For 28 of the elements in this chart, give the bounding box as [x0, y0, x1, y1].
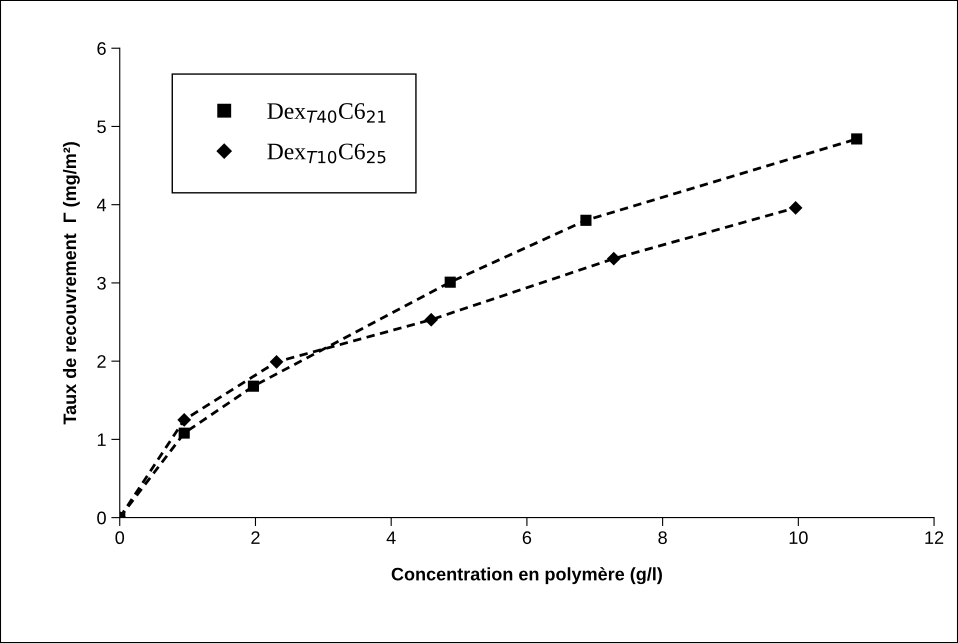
point: [789, 201, 802, 214]
point: [248, 380, 259, 392]
x-tick-label: 12: [925, 531, 944, 544]
y-tick-label: 1: [98, 434, 106, 446]
point: [424, 313, 438, 326]
legend-label: Dex$_{T10}$C6$_{25}$: [267, 144, 386, 164]
point: [178, 428, 190, 439]
y-tick-label: 3: [97, 276, 106, 290]
legend-label: Dex$_{T40}$C6$_{21}$: [267, 103, 386, 123]
x-tick-label: 6: [522, 531, 532, 544]
y-tick-label: 0: [97, 512, 106, 524]
point: [270, 355, 284, 369]
x-tick-label: 4: [386, 531, 396, 544]
y-tick-label: 2: [97, 355, 106, 368]
x-tick-label: 2: [251, 531, 260, 544]
point: [607, 252, 620, 266]
x-axis-title: Concentration en polymère (g/l): [392, 567, 662, 584]
x-tick-label: 10: [790, 531, 808, 544]
point: [444, 276, 456, 288]
y-tick-label: 5: [97, 120, 106, 134]
y-tick-label: 4: [96, 198, 106, 212]
x-tick-label: 8: [658, 531, 667, 544]
point: [580, 214, 592, 226]
x-tick-label: 0: [115, 531, 124, 544]
point: [851, 133, 862, 145]
point: [178, 413, 191, 426]
y-axis-title: Taux de recouvrement Γ (mg/m²): [62, 142, 80, 424]
y-tick-label: 6: [97, 42, 106, 55]
